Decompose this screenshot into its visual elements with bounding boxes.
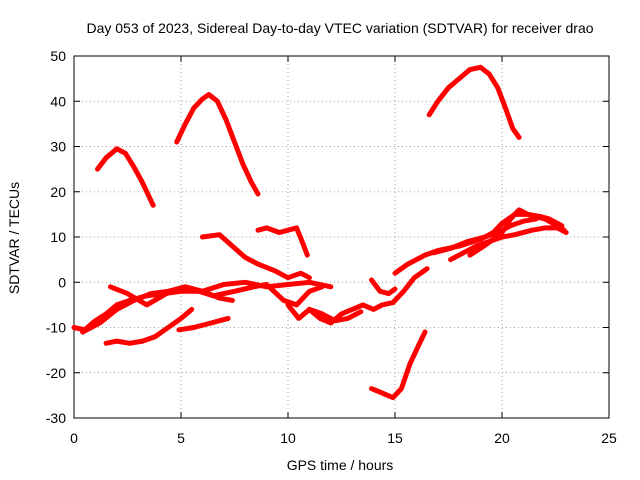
x-tick-label: 20 [494, 430, 510, 446]
series-arc-e [255, 225, 310, 258]
x-tick-label: 25 [601, 430, 617, 446]
data-series [71, 64, 569, 401]
series-arc-q [448, 225, 569, 263]
chart-title: Day 053 of 2023, Sidereal Day-to-day VTE… [86, 20, 593, 36]
series-arc-h [80, 284, 235, 335]
x-tick-label: 5 [177, 430, 185, 446]
y-tick-label: 20 [50, 184, 66, 200]
series-arc-d [199, 232, 312, 281]
y-tick-label: 0 [58, 274, 66, 290]
y-tick-label: 10 [50, 229, 66, 245]
series-arc-j [176, 315, 231, 333]
x-axis: 0 5 10 15 20 25 [70, 56, 617, 446]
series-arc-g [107, 282, 325, 308]
series-arc-r [467, 207, 565, 258]
y-axis-label: SDTVAR / TECUs [6, 182, 22, 294]
grid-lines [74, 56, 609, 418]
series-arc-i [103, 306, 195, 346]
y-tick-label: -20 [46, 365, 66, 381]
x-tick-label: 15 [387, 430, 403, 446]
series-arc-b [174, 92, 261, 197]
x-tick-label: 0 [70, 430, 78, 446]
y-tick-label: -30 [46, 410, 66, 426]
y-tick-label: -10 [46, 320, 66, 336]
series-arc-m [369, 277, 398, 297]
y-tick-label: 50 [50, 48, 66, 64]
series-arc-n [369, 329, 428, 401]
y-axis: -30 -20 -10 0 10 20 30 40 50 [46, 48, 609, 426]
series-arc-a [95, 146, 156, 208]
series-arc-p [431, 216, 539, 256]
series-arc-l [306, 306, 364, 324]
y-tick-label: 30 [50, 139, 66, 155]
x-tick-label: 10 [280, 430, 296, 446]
y-tick-label: 40 [50, 93, 66, 109]
series-arc-c [426, 64, 522, 140]
x-axis-label: GPS time / hours [287, 457, 394, 473]
